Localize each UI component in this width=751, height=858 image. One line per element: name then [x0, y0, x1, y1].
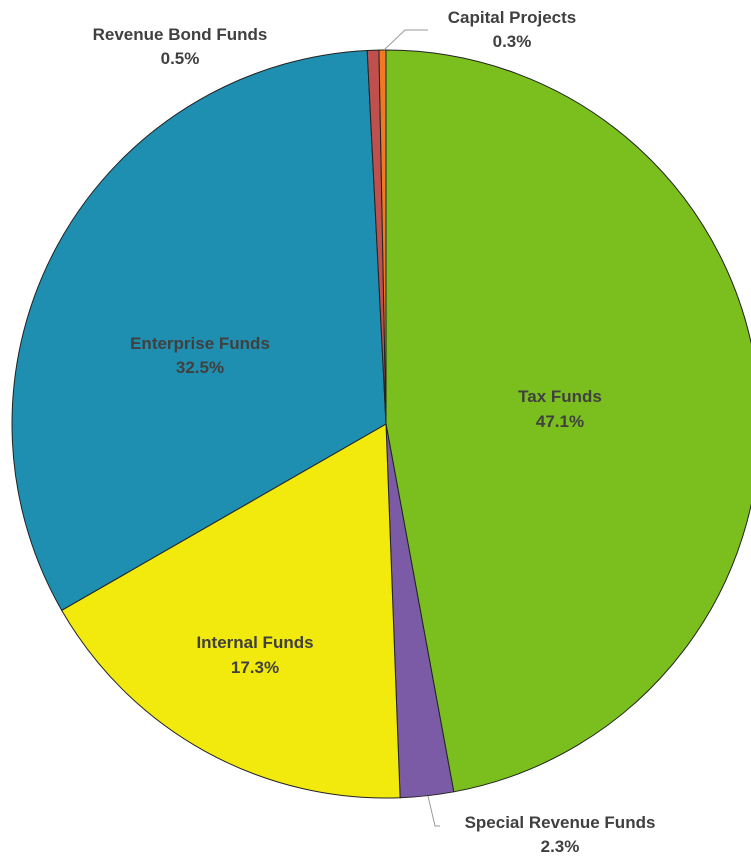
label-capital-projects-value: 0.3% — [493, 32, 532, 51]
slice-capital-projects — [378, 49, 387, 425]
label-special-revenue-funds-name: Special Revenue Funds — [465, 813, 656, 832]
leader-special-revenue-funds — [427, 795, 440, 827]
slice-labels: Tax Funds 47.1% Special Revenue Funds 2.… — [93, 8, 656, 856]
label-capital-projects-name: Capital Projects — [448, 8, 577, 27]
label-internal-funds-name: Internal Funds — [196, 633, 313, 652]
label-internal-funds-value: 17.3% — [231, 658, 279, 677]
slice-tax-funds — [385, 49, 751, 793]
label-special-revenue-funds-value: 2.3% — [541, 837, 580, 856]
leader-capital-projects — [383, 29, 428, 51]
label-enterprise-funds-value: 32.5% — [176, 358, 224, 377]
label-revenue-bond-funds-name: Revenue Bond Funds — [93, 25, 268, 44]
pie-slices — [11, 49, 751, 799]
slice-enterprise-funds — [11, 49, 387, 612]
label-revenue-bond-funds-value: 0.5% — [161, 49, 200, 68]
leader-lines — [383, 29, 440, 827]
slice-internal-funds — [61, 423, 401, 799]
label-tax-funds-name: Tax Funds — [518, 387, 602, 406]
label-tax-funds-value: 47.1% — [536, 412, 584, 431]
label-enterprise-funds-name: Enterprise Funds — [130, 334, 270, 353]
